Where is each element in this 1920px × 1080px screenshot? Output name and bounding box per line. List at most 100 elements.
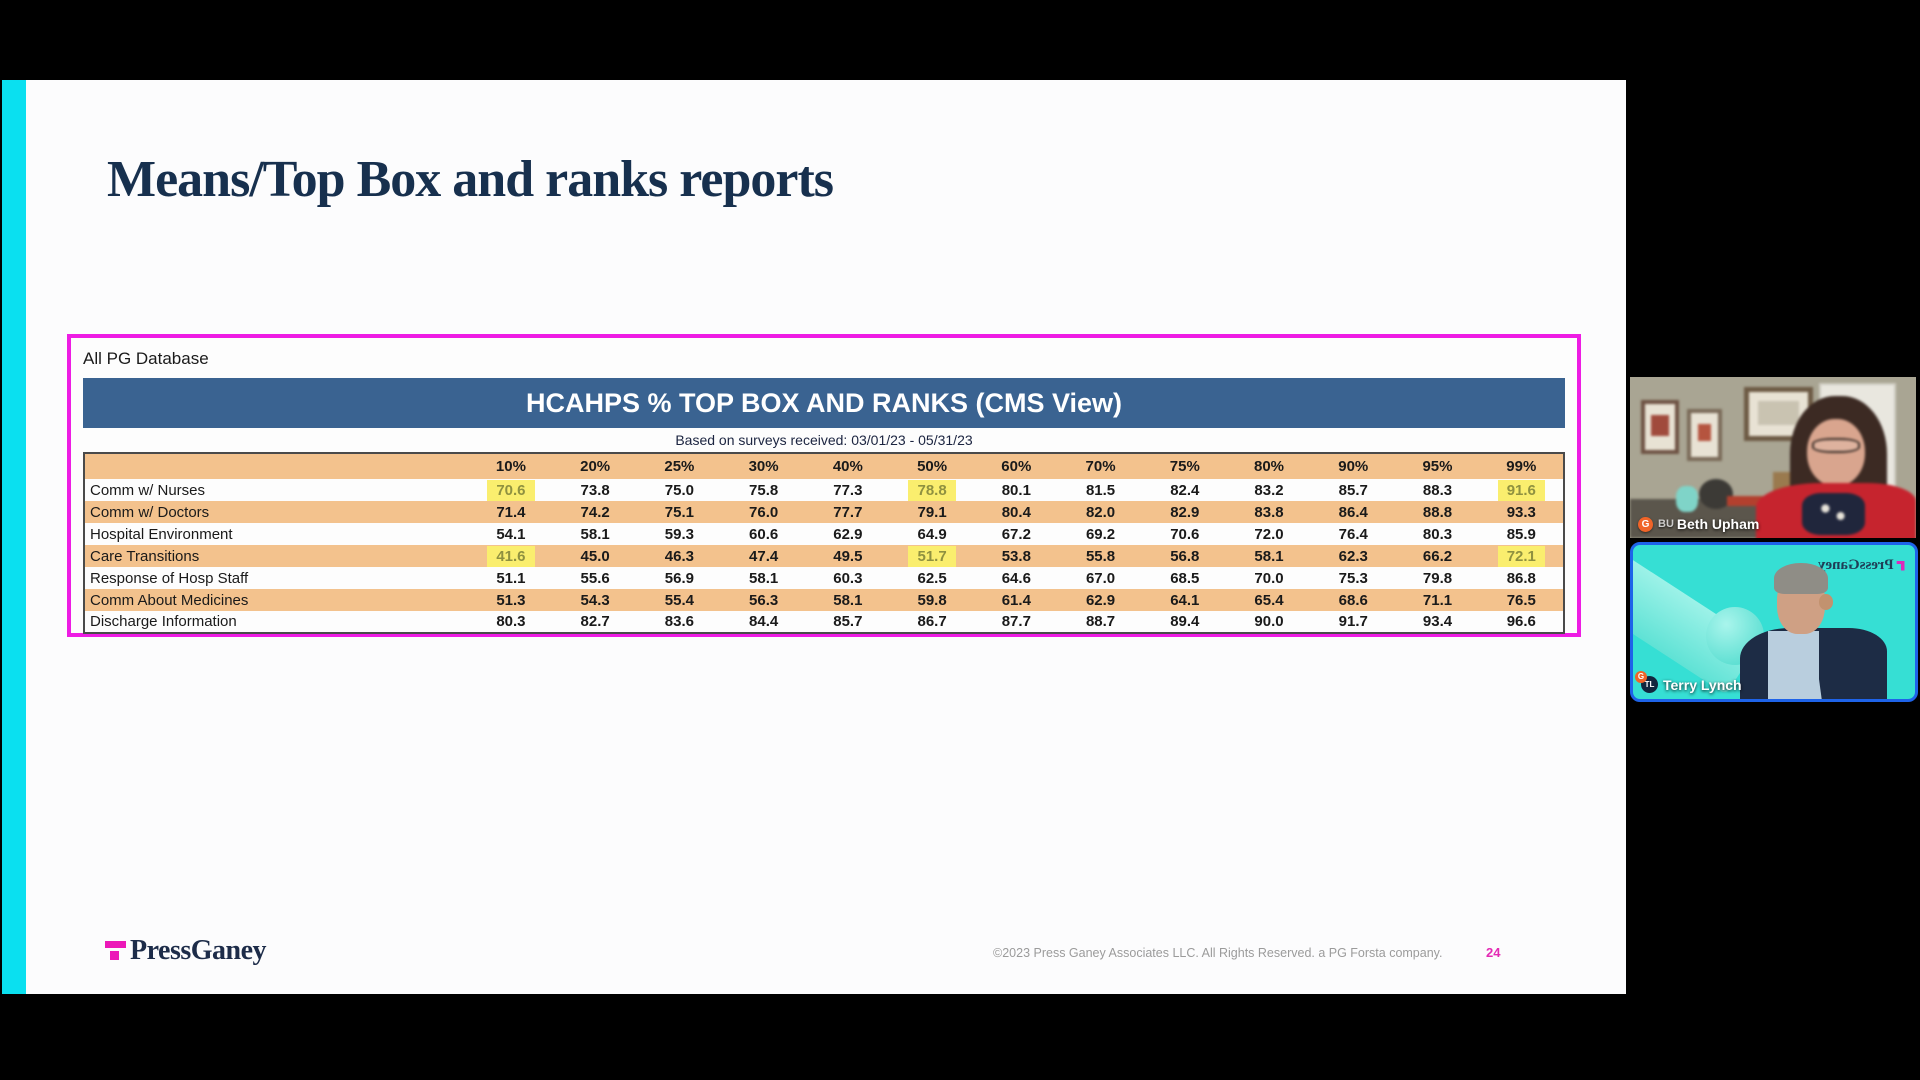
- table-cell: 67.0: [1085, 569, 1116, 587]
- table-cell: 77.3: [833, 481, 863, 499]
- table-cell: 88.3: [1422, 481, 1453, 499]
- table-cell: 89.4: [1170, 613, 1200, 630]
- table-cell: 91.7: [1338, 613, 1368, 630]
- table-cell: 56.3: [721, 589, 806, 611]
- table-cell: 82.9: [1142, 501, 1227, 523]
- table-cell: 64.6: [1001, 569, 1031, 587]
- table-cell: 62.9: [1058, 589, 1143, 611]
- table-subtitle: Based on surveys received: 03/01/23 - 05…: [675, 432, 973, 448]
- database-label: All PG Database: [83, 349, 209, 368]
- table-cell: 93.3: [1479, 501, 1564, 523]
- table-cell: 86.8: [1506, 569, 1536, 587]
- copyright-text: ©2023 Press Ganey Associates LLC. All Ri…: [993, 946, 1443, 960]
- row-label: Discharge Information: [90, 613, 237, 630]
- table-cell: 62.5: [917, 569, 947, 587]
- picture-frame: [1641, 399, 1679, 455]
- table-cell: 90.0: [1254, 613, 1284, 630]
- column-header: 90%: [1311, 453, 1396, 479]
- participant-name: Beth Upham: [1676, 516, 1760, 532]
- table-cell: 76.5: [1479, 589, 1564, 611]
- table-cell: 75.3: [1338, 569, 1368, 587]
- table-cell: 83.2: [1254, 481, 1284, 499]
- table-cell: 86.7: [917, 613, 947, 630]
- table-cell: 80.4: [974, 501, 1059, 523]
- table-cell: 55.8: [1058, 545, 1143, 567]
- avatar-initials-badge: G TL: [1635, 671, 1658, 693]
- table-cell: 70.6: [1170, 525, 1200, 543]
- video-tile-beth-upham[interactable]: G BU Beth Upham: [1630, 377, 1916, 538]
- participant-name: Terry Lynch: [1663, 676, 1742, 693]
- table-row: Hospital Environment 54.1 58.1 59.3 60.6 62.9…: [84, 523, 1564, 545]
- table-cell: 65.4: [1226, 589, 1312, 611]
- table-cell: 78.8: [890, 479, 974, 501]
- table-cell: 72.1: [1479, 545, 1564, 567]
- table-cell: 85.7: [833, 613, 863, 630]
- glasses: [1811, 438, 1861, 453]
- pressganey-logo-icon: [105, 938, 126, 964]
- table-cell: 66.2: [1395, 545, 1480, 567]
- table-cell: 54.3: [553, 589, 638, 611]
- table-cell: 82.0: [1058, 501, 1143, 523]
- beth-video-scene: [1630, 377, 1916, 538]
- table-row: Discharge Information 80.3 82.7 83.6 84.4 85.…: [84, 611, 1564, 633]
- table-cell: 51.3: [468, 589, 554, 611]
- desk-object: [1698, 479, 1733, 510]
- table-cell: 76.0: [721, 501, 806, 523]
- shared-slide: Means/Top Box and ranks reports All PG D…: [2, 80, 1626, 994]
- table-cell: 64.9: [917, 525, 947, 543]
- table-cell: 71.1: [1395, 589, 1480, 611]
- table-cell: 56.9: [664, 569, 694, 587]
- column-header: 99%: [1479, 453, 1564, 479]
- column-header: 25%: [637, 453, 722, 479]
- table-cell: 70.6: [469, 479, 553, 501]
- table-cell: 61.4: [974, 589, 1059, 611]
- table-cell: 60.6: [749, 525, 779, 543]
- table-cell: 68.5: [1170, 569, 1200, 587]
- table-cell: 56.8: [1142, 545, 1227, 567]
- highlighted-value: 70.6: [487, 479, 535, 501]
- table-cell: 96.6: [1506, 613, 1536, 630]
- g-badge-icon: G: [1638, 516, 1653, 532]
- column-header: 30%: [721, 453, 806, 479]
- name-tag-beth: G BU Beth Upham: [1638, 516, 1759, 532]
- table-cell: 58.1: [580, 525, 610, 543]
- table-header: 10% 20% 25% 30% 40% 50% 60% 70% 75% 80% 90% 95% 99%: [84, 453, 1564, 479]
- table-cell: 64.1: [1142, 589, 1227, 611]
- desk-object: [1675, 486, 1698, 513]
- table-row: Comm About Medicines 51.3 54.3 55.4 56.3 58.1…: [84, 589, 1564, 611]
- table-cell: 71.4: [468, 501, 554, 523]
- table-row: Response of Hosp Staff 51.1 55.6 56.9 58.1 60…: [84, 567, 1564, 589]
- table-cell: 75.8: [749, 481, 779, 499]
- table-cell: 82.4: [1170, 481, 1200, 499]
- table-cell: 75.1: [637, 501, 722, 523]
- table-row: Comm w/ Nurses 70.6 73.8 75.0 75.8 77.3 78.8 80…: [84, 479, 1564, 501]
- column-header: 70%: [1058, 453, 1143, 479]
- table-row: Care Transitions 41.6 45.0 46.3 47.4 49.5 51.7…: [84, 545, 1564, 567]
- table-cell: 85.9: [1506, 525, 1536, 543]
- table-cell: 79.8: [1422, 569, 1453, 587]
- table-cell: 67.2: [1001, 525, 1031, 543]
- row-label: Hospital Environment: [90, 525, 233, 543]
- pressganey-logo-icon: [1897, 561, 1905, 571]
- table-cell: 47.4: [721, 545, 806, 567]
- column-header: 60%: [974, 453, 1059, 479]
- table-cell: 45.0: [553, 545, 638, 567]
- person-terry-ear: [1819, 594, 1834, 610]
- participant-initials: BU: [1658, 518, 1674, 530]
- blue-shirt: [1768, 631, 1820, 699]
- column-header: 95%: [1395, 453, 1480, 479]
- table-cell: 60.3: [833, 569, 863, 587]
- table-cell: 93.4: [1422, 613, 1453, 630]
- table-cell: 80.3: [1422, 525, 1453, 543]
- table-cell: 76.4: [1338, 525, 1368, 543]
- table-cell: 70.0: [1254, 569, 1284, 587]
- mirrored-pressganey-logo: PressGaney: [1818, 557, 1905, 574]
- highlighted-value: 51.7: [908, 545, 956, 567]
- slide-title: Means/Top Box and ranks reports: [107, 151, 834, 208]
- row-label: Response of Hosp Staff: [90, 569, 249, 587]
- video-tile-terry-lynch[interactable]: PressGaney G TL Terry Lynch: [1630, 542, 1918, 702]
- table-cell: 85.7: [1338, 481, 1368, 499]
- scarf: [1801, 492, 1865, 535]
- table-cell: 55.6: [580, 569, 610, 587]
